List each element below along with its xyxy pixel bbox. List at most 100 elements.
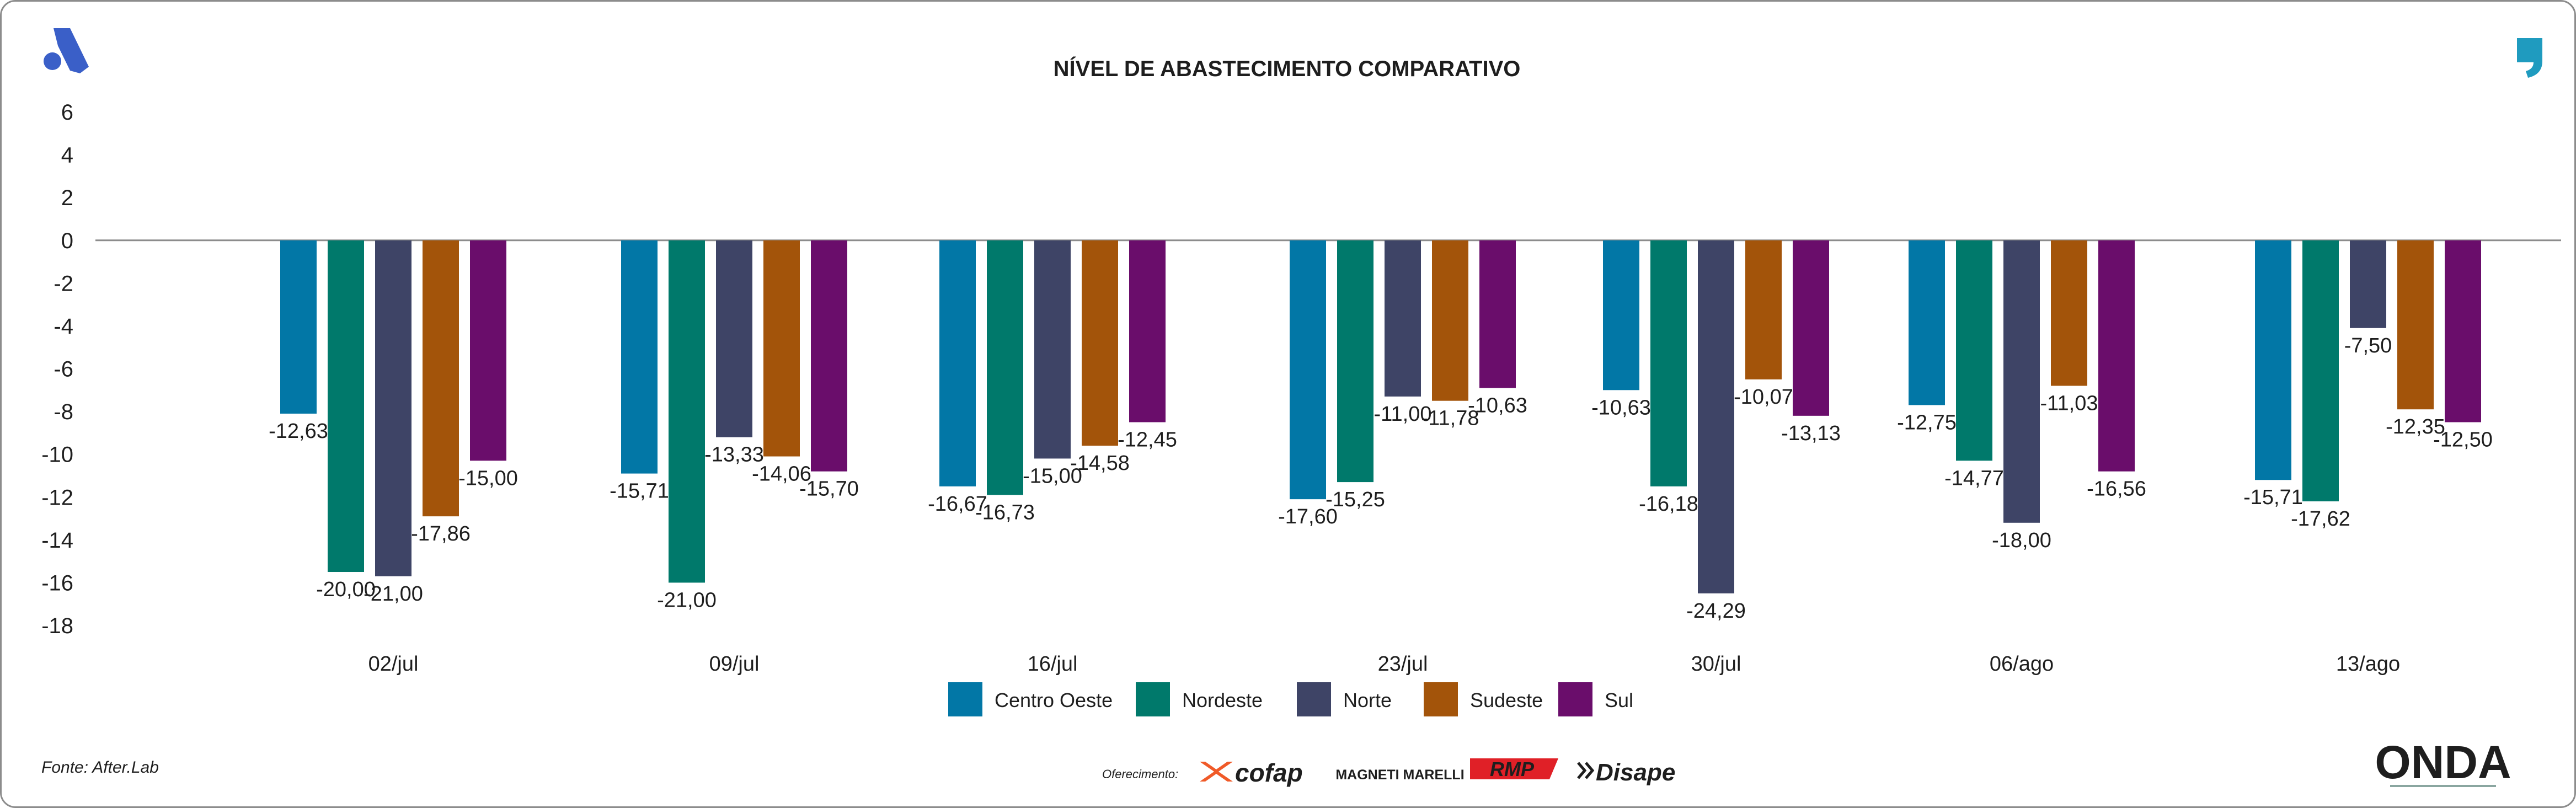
sponsor-logo-disape: Disape: [1577, 759, 1675, 786]
data-label: -14,58: [1070, 452, 1130, 475]
bar: [2255, 240, 2291, 480]
y-tick-label: -14: [41, 528, 73, 553]
data-label: -17,86: [411, 522, 471, 545]
y-tick-label: -16: [41, 571, 73, 595]
bar: [1432, 240, 1468, 401]
bar: [375, 240, 411, 576]
legend-label: Norte: [1343, 689, 1392, 711]
source-note: Fonte: After.Lab: [41, 758, 159, 777]
bar: [1034, 240, 1071, 459]
data-label: -24,29: [1686, 600, 1746, 623]
onda-logo: ONDA: [2375, 736, 2511, 788]
bar: [1909, 240, 1945, 405]
y-tick-label: 2: [61, 186, 73, 210]
data-label: -10,63: [1591, 396, 1651, 419]
bar: [2302, 240, 2339, 502]
x-tick-label: 30/jul: [1691, 652, 1741, 676]
data-labels-group: -12,63-20,00-21,00-17,86-15,00-15,71-21,…: [269, 334, 2493, 623]
x-tick-label: 06/ago: [1990, 652, 2054, 676]
sponsor-logo-rmp: RMP: [1470, 758, 1558, 780]
sponsor-disape-text: Disape: [1596, 759, 1675, 786]
bar: [423, 240, 459, 517]
brand-logo-icon: [44, 28, 89, 73]
sponsor-logo-cofap: cofap: [1200, 758, 1303, 787]
data-label: -18,00: [1992, 529, 2051, 552]
sponsor-rmp-text: RMP: [1490, 758, 1535, 780]
y-tick-label: -4: [54, 314, 73, 339]
bar: [2003, 240, 2040, 523]
data-label: -20,00: [316, 578, 376, 601]
data-label: -15,71: [610, 480, 669, 503]
data-label: -7,50: [2344, 334, 2392, 357]
sponsor-label: Oferecimento:: [1102, 767, 1178, 781]
bar: [1698, 240, 1734, 593]
bars-group: [280, 240, 2481, 593]
bar: [1745, 240, 1782, 379]
bar: [2397, 240, 2434, 410]
data-label: -13,13: [1781, 422, 1841, 445]
data-label: -16,73: [975, 501, 1035, 524]
x-tick-label: 23/jul: [1378, 652, 1428, 676]
data-label: -21,00: [364, 582, 423, 606]
data-label: -11,78: [1421, 407, 1479, 430]
bar: [470, 240, 506, 461]
bar: [2445, 240, 2481, 422]
legend-swatch: [1136, 682, 1170, 716]
data-label: -11,00: [1374, 403, 1432, 426]
x-tick-label: 09/jul: [709, 652, 760, 676]
bar: [1337, 240, 1373, 483]
bar: [939, 240, 976, 486]
data-label: -15,71: [2243, 486, 2303, 509]
data-label: -16,67: [928, 493, 987, 516]
y-tick-label: -18: [41, 614, 73, 638]
x-tick-label: 13/ago: [2336, 652, 2400, 676]
data-label: -16,56: [2087, 478, 2146, 501]
bar: [716, 240, 752, 437]
bar: [1129, 240, 1166, 422]
legend-label: Centro Oeste: [995, 689, 1113, 711]
legend-swatch: [1297, 682, 1331, 716]
quote-icon: [2517, 38, 2542, 78]
legend-label: Sul: [1605, 689, 1633, 711]
x-tick-label: 02/jul: [368, 652, 419, 676]
bar: [2350, 240, 2386, 328]
data-label: -15,70: [799, 478, 859, 501]
bar: [1793, 240, 1829, 416]
data-label: -12,35: [2386, 415, 2445, 438]
bar: [1479, 240, 1516, 388]
bar: [328, 240, 364, 572]
y-tick-label: 0: [61, 229, 73, 253]
data-label: -12,63: [269, 420, 328, 443]
data-label: -15,00: [1023, 464, 1082, 488]
data-label: -12,45: [1118, 428, 1177, 451]
bar: [669, 240, 705, 583]
legend-swatch: [948, 682, 982, 716]
data-label: -10,07: [1734, 386, 1793, 409]
sponsor-cofap-text: cofap: [1235, 758, 1303, 787]
x-tick-label: 16/jul: [1028, 652, 1078, 676]
legend-label: Nordeste: [1182, 689, 1263, 711]
legend-label: Sudeste: [1470, 689, 1543, 711]
data-label: -15,00: [458, 467, 518, 490]
legend: Centro Oeste Nordeste Norte Sudeste Sul: [948, 682, 1633, 716]
y-tick-label: 6: [61, 100, 73, 125]
bar: [763, 240, 800, 457]
bar: [811, 240, 847, 472]
legend-swatch: [1424, 682, 1458, 716]
y-tick-label: 4: [61, 143, 73, 168]
data-label: -17,60: [1278, 505, 1338, 528]
bar: [1650, 240, 1687, 486]
data-label: -17,62: [2291, 507, 2350, 531]
sponsor-magneti-text: MAGNETI MARELLI: [1335, 767, 1464, 783]
y-axis: 6 4 2 0 -2 -4 -6 -8 -10 -12 -14 -16 -18: [41, 100, 73, 638]
bar: [1385, 240, 1421, 397]
bar: [2051, 240, 2087, 386]
y-tick-label: -2: [54, 271, 73, 296]
onda-logo-text: ONDA: [2375, 736, 2511, 788]
data-label: -14,77: [1944, 467, 2004, 490]
data-label: -12,50: [2433, 428, 2493, 451]
bar: [621, 240, 658, 474]
y-tick-label: -10: [41, 443, 73, 467]
